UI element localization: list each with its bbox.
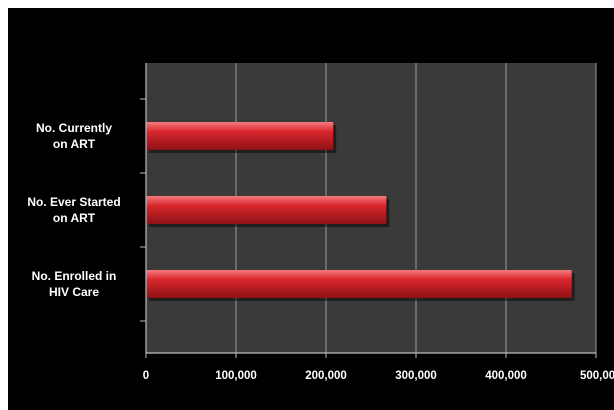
category-label: No. Enrolled in HIV Care [32,269,117,299]
category-label-line: on ART [53,211,96,225]
x-tick-label: 400,000 [485,370,527,382]
category-label-line: No. Ever Started [27,195,120,209]
bar-chart: No. Currently on ART No. Ever Started on AR… [27,63,614,382]
category-labels: No. Currently on ART No. Ever Started on AR… [27,121,120,299]
x-tick-label: 200,000 [305,370,347,382]
category-label-line: No. Enrolled in [32,269,117,283]
category-label-line: No. Currently [36,121,112,135]
x-tick-label: 500,000 [580,370,614,382]
x-tick-label: 100,000 [215,370,257,382]
bar [146,270,572,298]
bars [146,122,575,301]
category-label: No. Currently on ART [36,121,112,151]
x-tick-label: 300,000 [395,370,437,382]
category-label-line: on ART [53,137,96,151]
chart-frame: No. Currently on ART No. Ever Started on AR… [8,8,614,410]
x-tick-labels: 0 100,000 200,000 300,000 400,000 500,000 [143,370,614,382]
x-tick-label: 0 [143,370,149,382]
bar [146,122,334,150]
bar [146,196,387,224]
category-label: No. Ever Started on ART [27,195,120,225]
category-label-line: HIV Care [49,285,99,299]
axes [140,63,597,358]
